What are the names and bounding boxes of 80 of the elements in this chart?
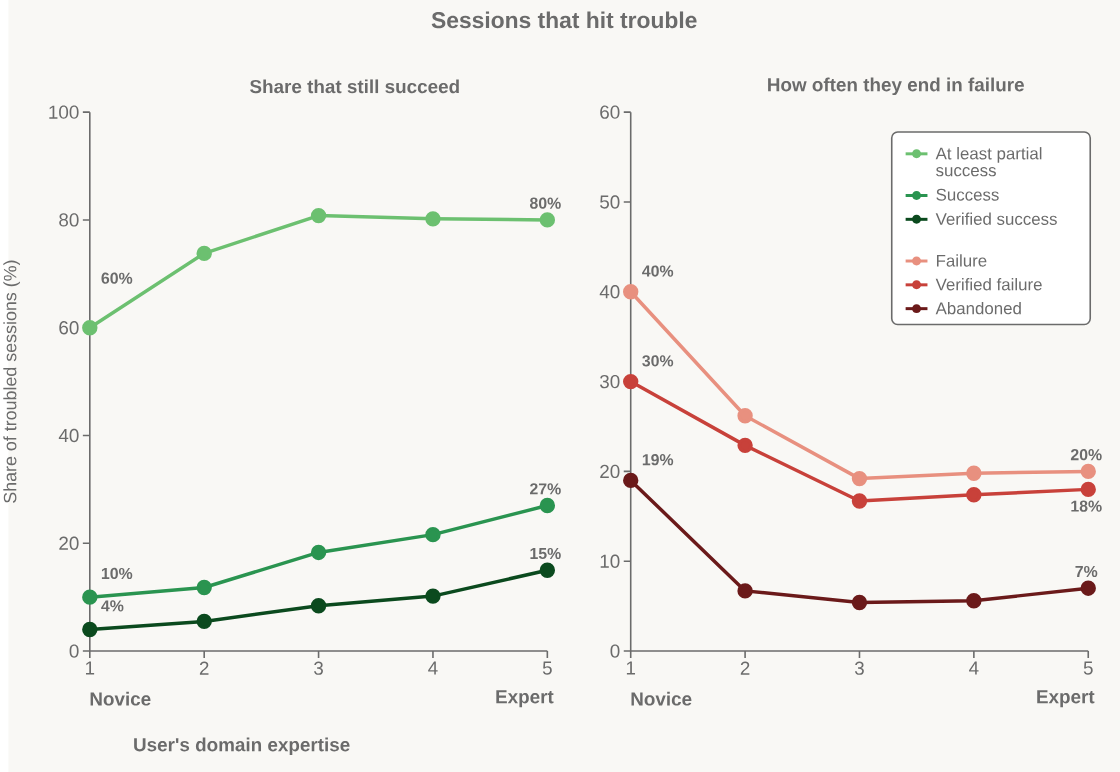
point [851,493,868,509]
y-tick-label: 30 [600,374,620,389]
data-label: 7% [1075,565,1098,578]
point [196,245,212,261]
y-tick-label: 40 [58,428,79,443]
x-tick-label: 1 [626,661,636,675]
legend-label: Verified success [935,212,1057,225]
point [539,497,556,514]
chart-subtitle: Share that still succeed [250,79,459,94]
point [196,613,212,630]
point [82,621,98,638]
chart-subtitle: How often they end in failure [768,77,1024,96]
point [737,407,753,424]
data-label: 27% [530,483,561,495]
y-tick-label: 0 [69,644,79,658]
point [82,319,98,336]
point [966,465,982,481]
x-tick-label: 1 [85,661,95,675]
point [623,373,639,390]
point [966,593,982,609]
point [851,594,868,611]
data-label: 19% [642,454,674,466]
legend-label: Success [936,188,999,201]
x-tick-label: 4 [969,661,979,675]
data-label: 20% [1070,449,1102,461]
legend-label: Abandoned [935,301,1021,315]
chart-title: Sessions that hit trouble [431,11,697,29]
point [1080,580,1096,596]
data-label: 80% [529,197,561,209]
y-tick-label: 100 [49,105,79,119]
y-tick-label: 10 [600,554,620,568]
legend-label: Failure [936,254,987,267]
point [737,583,753,599]
x-axis-title: User's domain expertise [134,737,350,756]
point [196,579,212,596]
y-tick-label: 0 [610,644,620,658]
x-tick-label: 5 [542,661,552,675]
text: Expert [496,690,554,708]
x-tick-label: 2 [740,661,750,675]
y-tick-label: 60 [59,320,79,335]
point [310,598,327,614]
x-tick-label: 3 [854,661,864,675]
y-tick-label: 20 [600,464,620,479]
x-tick-label: 4 [428,661,438,675]
data-label: 30% [642,355,674,367]
point [425,588,441,604]
x-tick-label: 2 [199,661,209,675]
point [623,472,639,489]
point [310,207,327,224]
data-label: 40% [642,265,674,277]
point [1080,481,1096,498]
x-tick-label: 3 [314,661,323,675]
point [310,544,327,561]
point [425,526,441,543]
x-tick-label: 5 [1083,661,1093,675]
data-label: 18% [1071,500,1102,512]
text: Novice [631,691,692,706]
y-tick-label: 20 [59,536,79,550]
data-label: 60% [101,272,133,284]
y-tick-label: 50 [600,195,620,209]
point [539,562,556,578]
data-label: 4% [101,600,124,612]
point [539,212,556,228]
point [1080,463,1096,480]
point [966,487,982,503]
point [82,589,98,605]
y-tick-label: 60 [600,105,620,119]
point [623,284,639,300]
legend-label: At least partial success [935,147,1042,177]
point [737,437,753,453]
point [851,470,868,487]
data-label: 10% [101,567,133,580]
text: Expert [1037,690,1095,708]
y-axis-title: Share of troubled sessions (%) [3,260,20,503]
y-tick-label: 80 [59,213,79,227]
data-label: 15% [530,547,561,560]
y-tick-label: 40 [599,285,620,299]
point [425,211,441,227]
text: Novice [90,691,151,706]
legend-label: Verified failure [935,278,1042,291]
